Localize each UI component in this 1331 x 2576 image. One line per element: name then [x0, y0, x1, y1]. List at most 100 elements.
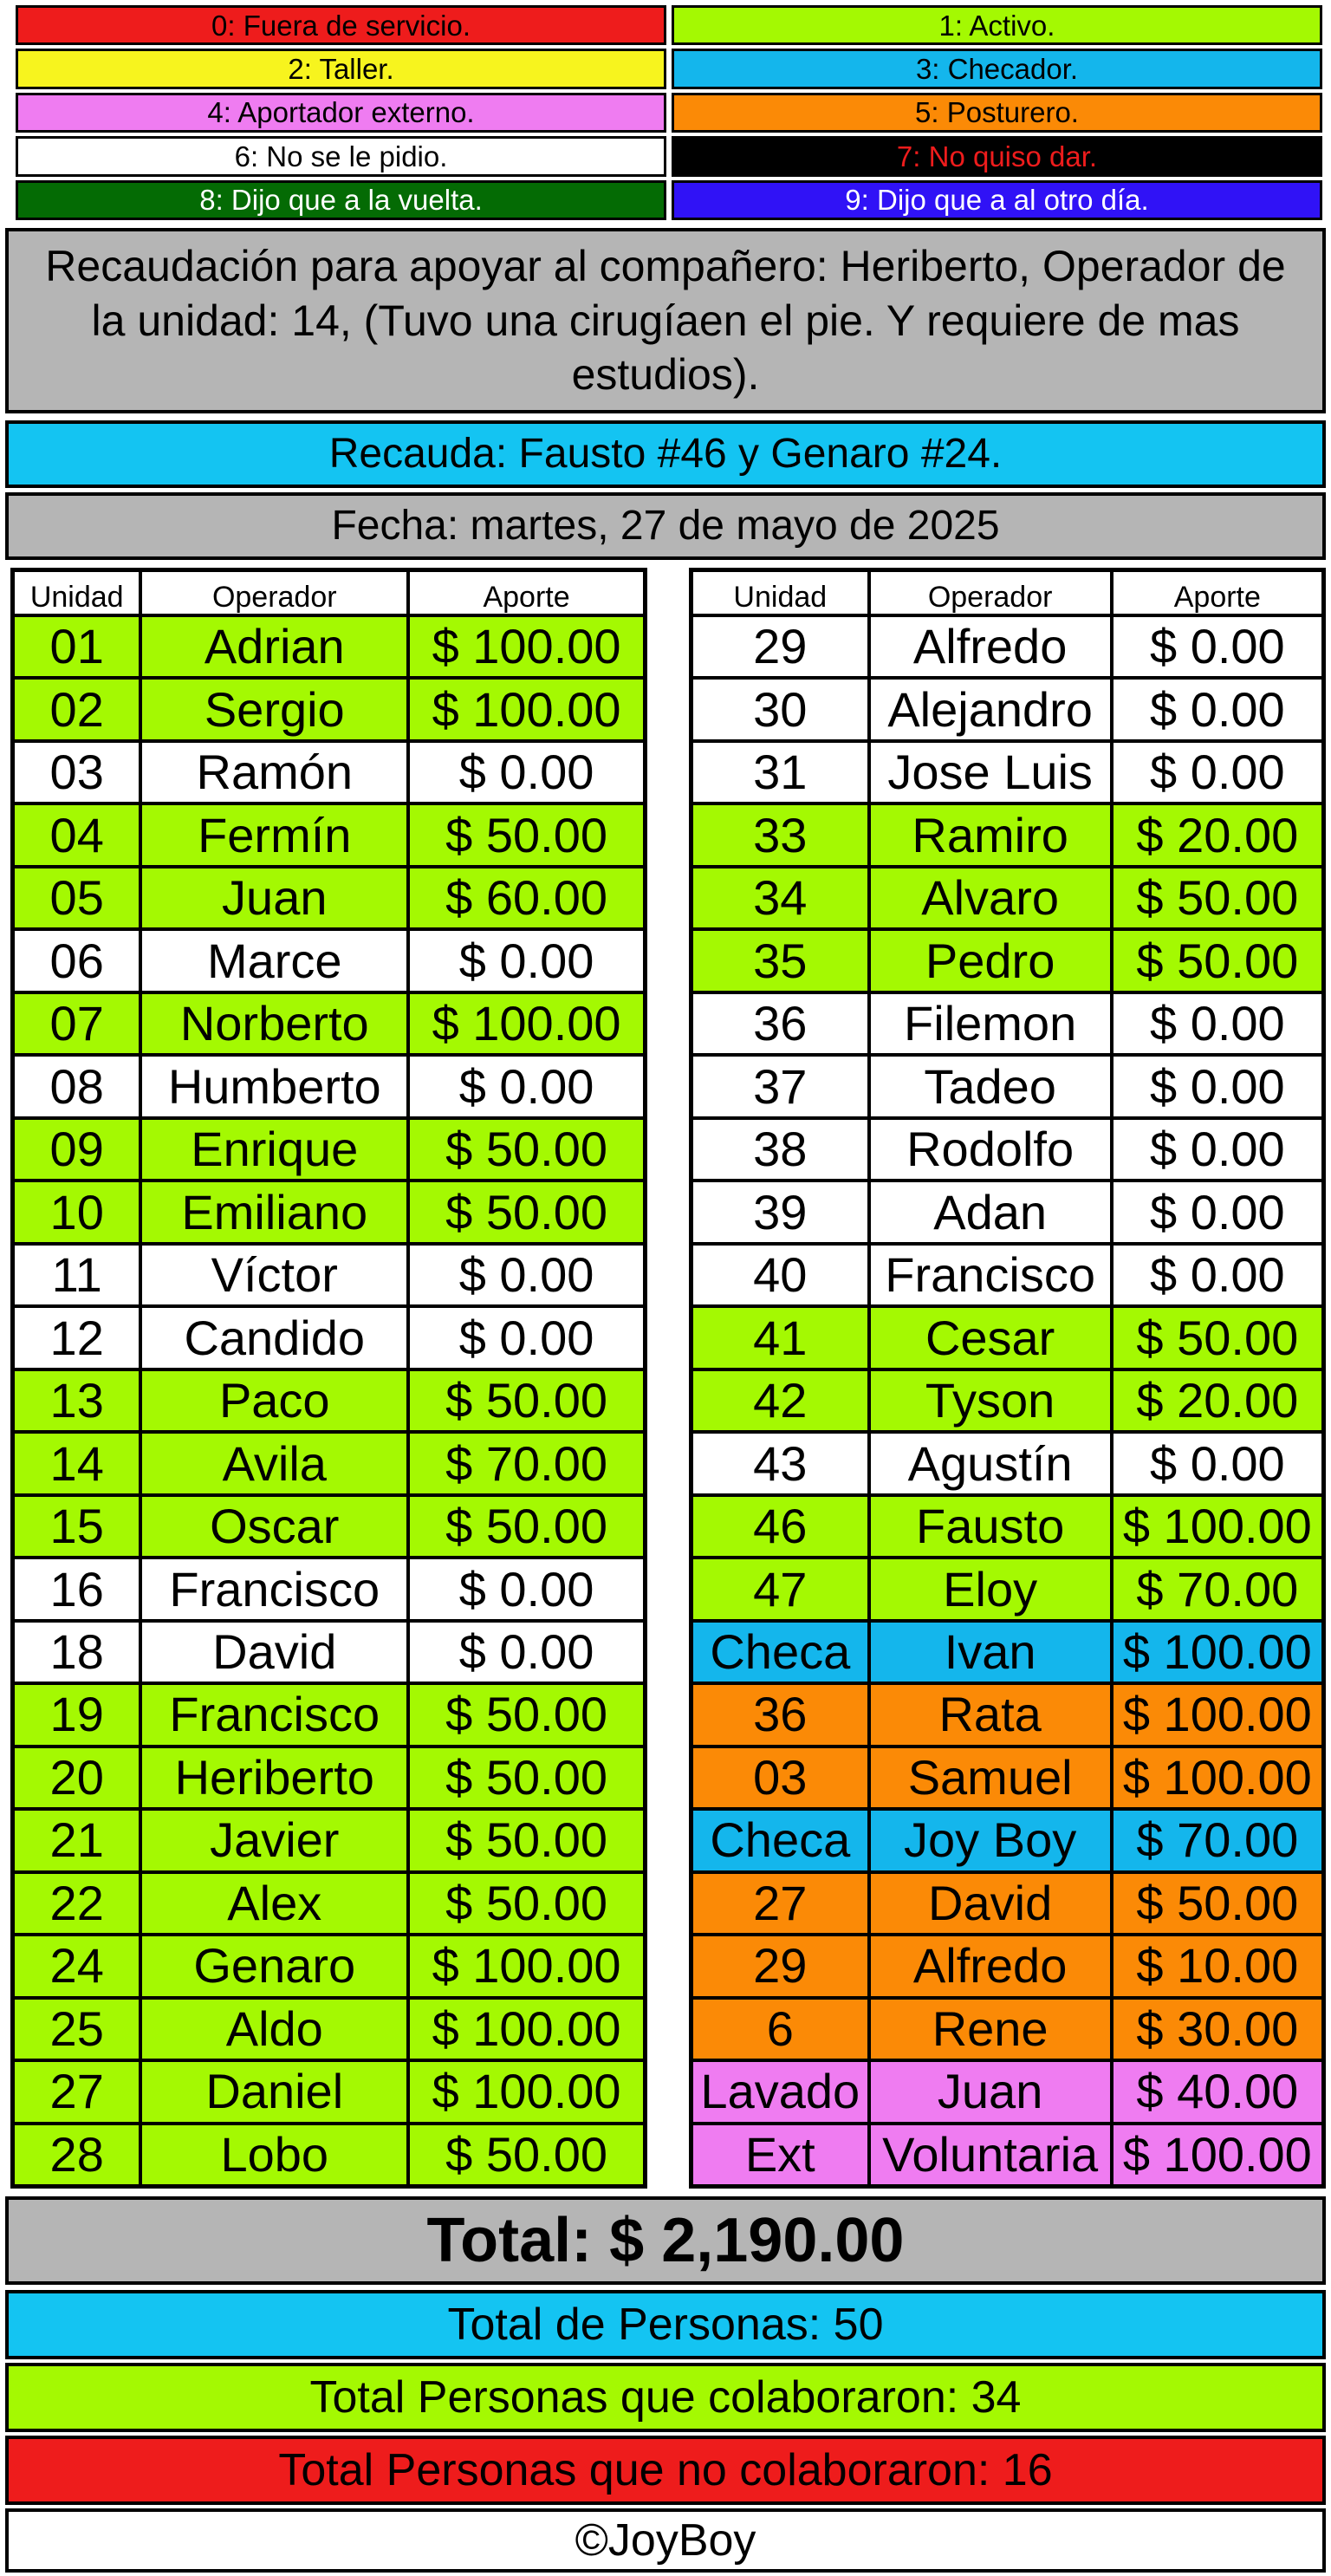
table-row: 40 Francisco $ 0.00 [693, 1245, 1321, 1309]
unit-cell: 08 [15, 1057, 143, 1116]
contribution-cell: $ 100.00 [432, 681, 621, 737]
contributions-table-left: Unidad Operador Aporte 01 Adrian $ 100.00 0… [10, 568, 647, 2189]
operator-cell: Candido [142, 1308, 411, 1368]
unit-cell: 06 [15, 931, 143, 991]
legend-item: 9: Dijo que a al otro día. [672, 179, 1322, 220]
contribution-cell: $ 50.00 [1136, 933, 1299, 988]
operator-cell: Sergio [142, 680, 411, 739]
table-row: 08 Humberto $ 0.00 [15, 1057, 643, 1120]
unit-cell: 28 [15, 2124, 143, 2185]
contribution-cell: $ 0.00 [458, 1623, 594, 1679]
contribution-cell: $ 30.00 [1136, 2000, 1299, 2056]
operator-cell: Adrian [142, 617, 411, 677]
operator-cell: Jose Luis [871, 742, 1113, 803]
contribution-cell: $ 100.00 [1122, 2126, 1312, 2182]
operator-cell: Genaro [142, 1936, 411, 1996]
contribution-cell: $ 100.00 [432, 996, 621, 1051]
operator-cell: Pedro [871, 931, 1113, 991]
recauda-banner: Recauda: Fausto #46 y Genaro #24. [5, 420, 1326, 488]
operator-cell: Alex [142, 1873, 411, 1934]
unit-cell: 19 [15, 1685, 143, 1745]
operator-cell: Oscar [142, 1496, 411, 1557]
operator-cell: Ramiro [871, 805, 1113, 865]
unit-cell: 37 [693, 1057, 871, 1116]
unit-cell: 35 [693, 931, 871, 991]
table-row: 25 Aldo $ 100.00 [15, 1999, 643, 2063]
header-unidad: Unidad [15, 572, 143, 614]
operator-cell: Tadeo [871, 1057, 1113, 1116]
operator-cell: Juan [142, 868, 411, 928]
operator-cell: Aldo [142, 1999, 411, 2059]
contributions-table-right: Unidad Operador Aporte 29 Alfredo $ 0.00 30… [689, 568, 1326, 2189]
unit-cell: 31 [693, 742, 871, 803]
operator-cell: Alvaro [871, 868, 1113, 928]
unit-cell: 34 [693, 868, 871, 928]
total-personas-banner: Total de Personas: 50 [5, 2290, 1326, 2359]
table-row: 24 Genaro $ 100.00 [15, 1936, 643, 2000]
credit-text: ©JoyBoy [575, 2515, 756, 2566]
contribution-cell: $ 20.00 [1136, 1373, 1299, 1428]
table-row: 6 Rene $ 30.00 [693, 1999, 1321, 2063]
unit-cell: 27 [15, 2062, 143, 2122]
contribution-cell: $ 0.00 [458, 1310, 594, 1365]
contribution-cell: $ 0.00 [1149, 1122, 1285, 1177]
table-row: 41 Cesar $ 50.00 [693, 1308, 1321, 1371]
contribution-cell: $ 100.00 [432, 1938, 621, 1994]
unit-cell: 29 [693, 617, 871, 677]
unit-cell: 04 [15, 805, 143, 865]
contribution-cell: $ 50.00 [1136, 870, 1299, 926]
unit-cell: 27 [693, 1873, 871, 1934]
operator-cell: Enrique [142, 1119, 411, 1180]
total-banner: Total: $ 2,190.00 [5, 2196, 1326, 2285]
colaboraron-banner: Total Personas que colaboraron: 34 [5, 2363, 1326, 2432]
unit-cell: Checa [693, 1622, 871, 1682]
contribution-cell: $ 60.00 [445, 870, 607, 926]
operator-cell: Joy Boy [871, 1811, 1113, 1870]
contribution-cell: $ 100.00 [1122, 1499, 1312, 1554]
operator-cell: Paco [142, 1370, 411, 1431]
legend-item: 3: Checador. [672, 49, 1322, 89]
table-row: 03 Samuel $ 100.00 [693, 1747, 1321, 1812]
unit-cell: 24 [15, 1936, 143, 1996]
contribution-cell: $ 0.00 [1149, 1058, 1285, 1114]
unit-cell: 12 [15, 1308, 143, 1368]
table-row: 06 Marce $ 0.00 [15, 931, 643, 994]
table-row: 39 Adan $ 0.00 [693, 1182, 1321, 1246]
unit-cell: 11 [15, 1245, 143, 1305]
operator-cell: Humberto [142, 1057, 411, 1116]
table-row: 29 Alfredo $ 0.00 [693, 617, 1321, 680]
header-unidad: Unidad [693, 572, 871, 614]
unit-cell: 07 [15, 993, 143, 1054]
operator-cell: Francisco [142, 1685, 411, 1745]
operator-cell: Cesar [871, 1308, 1113, 1368]
contribution-cell: $ 100.00 [1122, 1687, 1312, 1742]
table-row: 28 Lobo $ 50.00 [15, 2124, 643, 2185]
table-row: 16 Francisco $ 0.00 [15, 1559, 643, 1623]
operator-cell: Rene [871, 1999, 1113, 2059]
operator-cell: David [142, 1622, 411, 1682]
table-row: 27 Daniel $ 100.00 [15, 2062, 643, 2125]
total-personas-text: Total de Personas: 50 [447, 2300, 884, 2350]
table-row: 18 David $ 0.00 [15, 1622, 643, 1686]
contribution-cell: $ 0.00 [1149, 619, 1285, 674]
header-operador: Operador [142, 572, 411, 614]
header-aporte: Aporte [483, 581, 570, 614]
table-row: 31 Jose Luis $ 0.00 [693, 742, 1321, 806]
table-row: 27 David $ 50.00 [693, 1873, 1321, 1937]
operator-cell: Fermín [142, 805, 411, 865]
contribution-cell: $ 40.00 [1136, 2064, 1299, 2119]
operator-cell: Javier [142, 1811, 411, 1870]
unit-cell: 30 [693, 680, 871, 739]
credit-banner: ©JoyBoy [5, 2508, 1326, 2573]
contribution-cell: $ 50.00 [445, 2126, 607, 2182]
legend-item: 7: No quiso dar. [672, 136, 1322, 177]
table-row: 43 Agustín $ 0.00 [693, 1434, 1321, 1497]
operator-cell: Emiliano [142, 1182, 411, 1242]
contribution-cell: $ 0.00 [1149, 996, 1285, 1051]
unit-cell: 22 [15, 1873, 143, 1934]
operator-cell: Samuel [871, 1747, 1113, 1808]
table-row: 14 Avila $ 70.00 [15, 1434, 643, 1497]
contribution-cell: $ 50.00 [1136, 1875, 1299, 1930]
operator-cell: Heriberto [142, 1747, 411, 1808]
unit-cell: 01 [15, 617, 143, 677]
